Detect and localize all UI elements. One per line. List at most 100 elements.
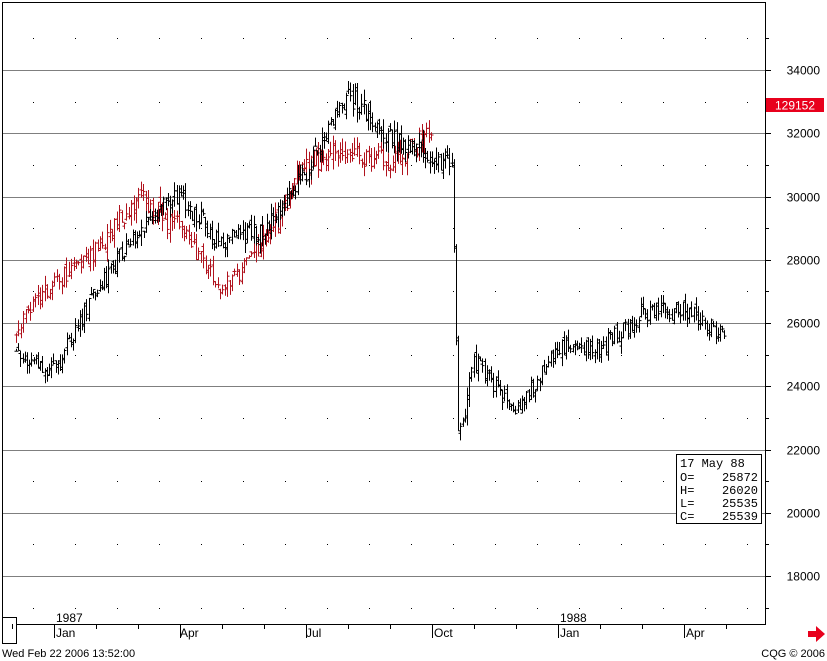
ohlc-bar: [189, 231, 194, 248]
ohlc-bar: [282, 194, 287, 216]
ohlc-bar: [197, 214, 202, 230]
ohlc-bar: [165, 208, 170, 240]
grid-dot: [411, 291, 412, 292]
ohlc-bar: [84, 299, 89, 322]
ohlc-bar: [161, 196, 166, 216]
x-axis: 1987 1988 Jan Apr Jul Oct Jan Apr: [2, 611, 766, 644]
ohlc-bar: [273, 202, 278, 237]
grid-dot: [369, 608, 370, 609]
grid-dot: [495, 418, 496, 419]
ohlc-bar: [230, 274, 235, 292]
grid-dot: [243, 355, 244, 356]
info-value: 25535: [722, 497, 758, 511]
grid-dot: [495, 481, 496, 482]
ohlc-bar: [315, 150, 320, 156]
ohlc-bar: [709, 318, 714, 338]
ohlc-bar: [177, 211, 182, 230]
footer-timestamp: Wed Feb 22 2006 13:52:00: [2, 648, 135, 660]
grid-dot: [327, 481, 328, 482]
ohlc-bar: [348, 82, 353, 102]
grid-dot: [495, 291, 496, 292]
grid-dot: [495, 228, 496, 229]
grid-dot: [747, 102, 748, 103]
grid-dot: [663, 228, 664, 229]
grid-dot: [453, 608, 454, 609]
grid-dot: [201, 608, 202, 609]
grid-dot: [747, 38, 748, 39]
grid-dot: [117, 481, 118, 482]
grid-dot: [453, 355, 454, 356]
grid-dot: [621, 355, 622, 356]
grid-dot: [243, 608, 244, 609]
ohlc-bar: [201, 243, 206, 269]
ohlc-bar: [216, 222, 221, 247]
grid-dot: [411, 102, 412, 103]
grid-dot: [705, 544, 706, 545]
ohlc-bar: [91, 288, 96, 299]
ohlc-bar: [480, 358, 485, 373]
grid-dot: [117, 102, 118, 103]
grid-dot: [159, 418, 160, 419]
grid-dot: [243, 165, 244, 166]
grid-dot: [75, 291, 76, 292]
ohlc-bar: [469, 366, 474, 382]
grid-dot: [537, 228, 538, 229]
grid-dot: [621, 291, 622, 292]
grid-dot: [33, 355, 34, 356]
grid-dot: [453, 228, 454, 229]
grid-dot: [33, 165, 34, 166]
info-key: C=: [680, 510, 694, 524]
ohlc-bar: [623, 319, 628, 332]
grid-dot: [747, 608, 748, 609]
ohlc-bar: [64, 257, 69, 288]
scroll-box[interactable]: [2, 617, 17, 644]
ohlc-bar: [351, 83, 356, 117]
ohlc-bar: [135, 231, 140, 249]
scroll-right-arrow-icon[interactable]: [808, 626, 825, 642]
grid-dot: [411, 355, 412, 356]
grid-dot: [747, 291, 748, 292]
y-tick-label: 18000: [787, 570, 821, 584]
grid-dot: [453, 418, 454, 419]
ohlc-bar: [309, 159, 314, 180]
ohlc-bar: [590, 335, 595, 360]
ohlc-bar: [184, 226, 189, 240]
grid-dot: [663, 418, 664, 419]
grid-dot: [285, 608, 286, 609]
ohlc-bar: [429, 132, 434, 141]
grid-dot: [537, 355, 538, 356]
ohlc-bar: [249, 251, 254, 257]
grid-dot: [75, 165, 76, 166]
grid-dot: [75, 102, 76, 103]
grid-dot: [663, 38, 664, 39]
grid-dot: [705, 165, 706, 166]
grid-dot: [579, 165, 580, 166]
ohlc-bar: [634, 319, 639, 333]
grid-dot: [621, 38, 622, 39]
grid-dot: [159, 165, 160, 166]
grid-dot: [621, 165, 622, 166]
grid-dot: [453, 102, 454, 103]
grid-dot: [201, 544, 202, 545]
grid-dot: [201, 418, 202, 419]
ohlc-bar: [122, 222, 127, 230]
grid-dot: [705, 355, 706, 356]
ohlc-bar: [362, 89, 367, 115]
info-key: H=: [680, 484, 694, 498]
grid-dot: [243, 102, 244, 103]
grid-dot: [327, 418, 328, 419]
grid-dot: [453, 544, 454, 545]
grid-dot: [327, 608, 328, 609]
ohlc-bar: [69, 258, 74, 280]
ohlc-bar: [260, 216, 265, 247]
ohlc-bar: [120, 210, 125, 223]
grid-dot: [285, 481, 286, 482]
grid-dot: [369, 544, 370, 545]
ohlc-bar: [436, 152, 441, 173]
grid-dot: [453, 165, 454, 166]
ohlc-bar: [414, 143, 419, 163]
grid-dot: [117, 291, 118, 292]
grid-dot: [327, 544, 328, 545]
grid-dot: [453, 291, 454, 292]
ohlc-bar: [304, 148, 309, 174]
